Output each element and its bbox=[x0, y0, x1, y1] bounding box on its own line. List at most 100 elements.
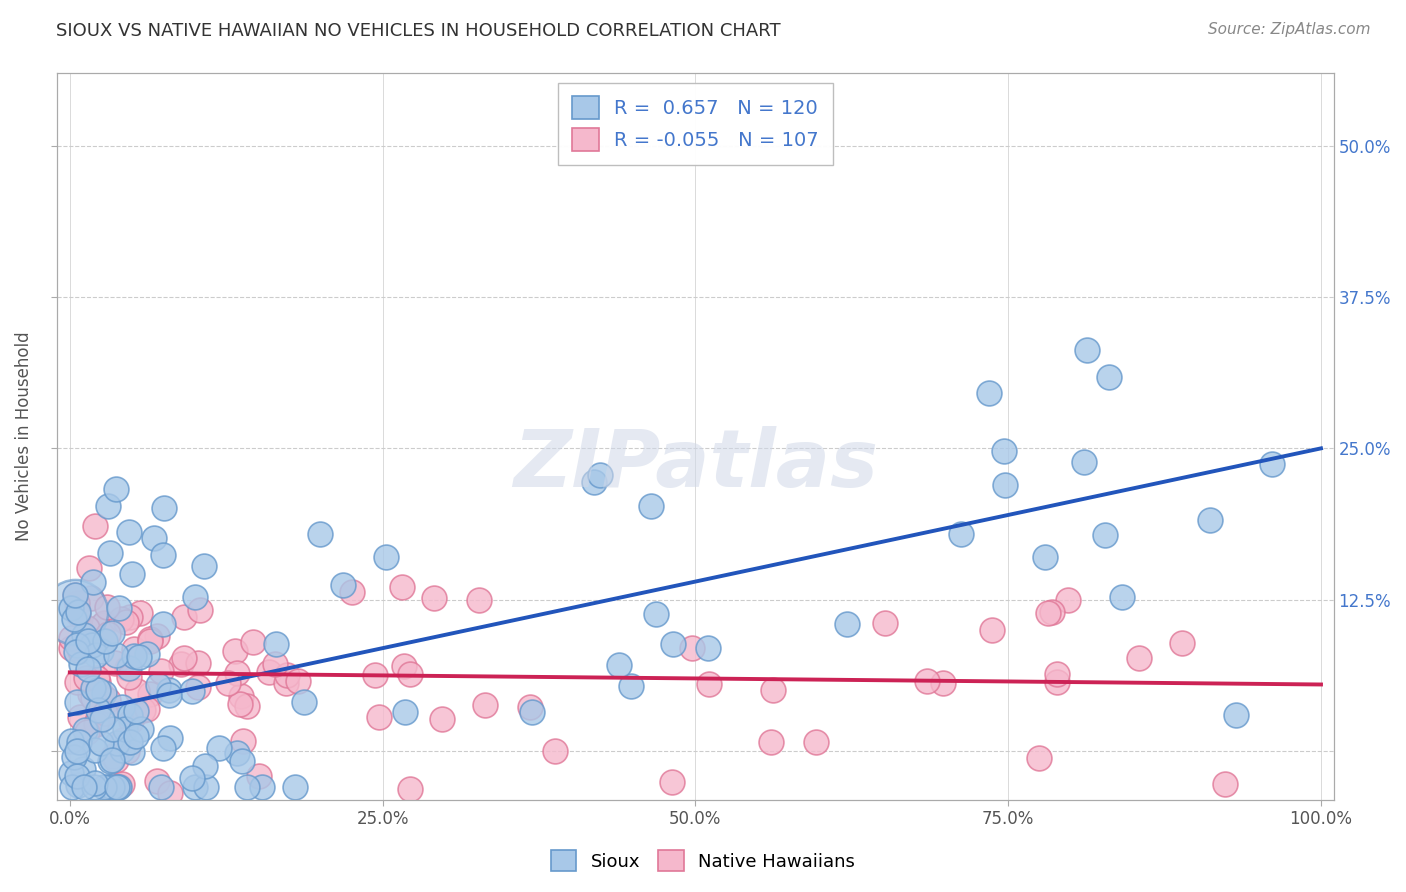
Point bbox=[1046, 666, 1069, 681]
Point bbox=[107, 779, 129, 793]
Point bbox=[110, 743, 132, 757]
Point bbox=[1040, 605, 1063, 619]
Point bbox=[111, 699, 134, 714]
Point bbox=[1033, 549, 1056, 564]
Point bbox=[93, 615, 115, 630]
Point bbox=[117, 660, 139, 674]
Point bbox=[609, 657, 631, 672]
Point bbox=[76, 634, 98, 648]
Point bbox=[993, 443, 1015, 458]
Point bbox=[65, 645, 87, 659]
Point bbox=[77, 662, 100, 676]
Point bbox=[1094, 528, 1116, 542]
Point bbox=[247, 769, 270, 783]
Point bbox=[86, 671, 108, 685]
Point bbox=[101, 780, 124, 795]
Point bbox=[110, 777, 132, 791]
Point bbox=[139, 632, 162, 646]
Point bbox=[217, 676, 239, 690]
Point bbox=[98, 546, 121, 560]
Point bbox=[84, 742, 107, 756]
Point bbox=[108, 780, 131, 795]
Point bbox=[287, 674, 309, 689]
Point bbox=[236, 698, 259, 713]
Point bbox=[146, 774, 169, 789]
Point bbox=[114, 722, 136, 736]
Point bbox=[232, 734, 254, 748]
Point bbox=[104, 753, 127, 767]
Point bbox=[180, 684, 202, 698]
Point bbox=[264, 637, 287, 651]
Point bbox=[101, 753, 124, 767]
Point bbox=[105, 780, 128, 795]
Point bbox=[980, 623, 1002, 637]
Point bbox=[79, 687, 101, 701]
Point bbox=[132, 703, 155, 717]
Point bbox=[67, 778, 90, 792]
Legend: R =  0.657   N = 120, R = -0.055   N = 107: R = 0.657 N = 120, R = -0.055 N = 107 bbox=[558, 83, 832, 164]
Point bbox=[994, 478, 1017, 492]
Point bbox=[111, 733, 134, 747]
Point bbox=[75, 672, 97, 686]
Point bbox=[69, 710, 91, 724]
Point bbox=[181, 771, 204, 785]
Point bbox=[63, 588, 86, 602]
Point bbox=[91, 617, 114, 632]
Point bbox=[87, 703, 110, 717]
Point bbox=[118, 670, 141, 684]
Point bbox=[173, 650, 195, 665]
Point bbox=[152, 741, 174, 756]
Point bbox=[97, 626, 120, 640]
Point bbox=[520, 705, 543, 719]
Point bbox=[105, 736, 128, 750]
Point bbox=[332, 578, 354, 592]
Point bbox=[187, 656, 209, 670]
Point bbox=[66, 605, 89, 619]
Point bbox=[224, 643, 246, 657]
Point bbox=[259, 665, 281, 679]
Point bbox=[104, 657, 127, 671]
Point bbox=[184, 780, 207, 795]
Point bbox=[146, 678, 169, 692]
Point bbox=[80, 591, 103, 605]
Point bbox=[620, 679, 643, 693]
Point bbox=[96, 600, 118, 615]
Point bbox=[90, 644, 112, 658]
Point bbox=[184, 590, 207, 604]
Point bbox=[98, 754, 121, 768]
Point bbox=[60, 631, 83, 645]
Text: Source: ZipAtlas.com: Source: ZipAtlas.com bbox=[1208, 22, 1371, 37]
Point bbox=[115, 661, 138, 675]
Point bbox=[84, 775, 107, 789]
Point bbox=[129, 722, 152, 736]
Point bbox=[875, 615, 897, 630]
Point bbox=[932, 676, 955, 690]
Point bbox=[121, 567, 143, 582]
Point bbox=[367, 710, 389, 724]
Point bbox=[274, 676, 297, 690]
Point bbox=[242, 635, 264, 649]
Point bbox=[170, 657, 193, 671]
Point bbox=[93, 780, 115, 795]
Point bbox=[127, 683, 149, 698]
Point bbox=[225, 747, 247, 761]
Text: ZIPatlas: ZIPatlas bbox=[513, 426, 877, 504]
Point bbox=[1098, 370, 1121, 384]
Point bbox=[103, 722, 125, 736]
Point bbox=[1057, 593, 1080, 607]
Point bbox=[1261, 457, 1284, 471]
Point bbox=[544, 744, 567, 758]
Point bbox=[84, 518, 107, 533]
Point bbox=[66, 769, 89, 783]
Point bbox=[1225, 708, 1247, 723]
Point bbox=[194, 759, 217, 773]
Point bbox=[121, 745, 143, 759]
Point bbox=[519, 700, 541, 714]
Point bbox=[152, 548, 174, 562]
Point bbox=[82, 690, 104, 705]
Point bbox=[432, 713, 454, 727]
Point bbox=[110, 611, 132, 625]
Point bbox=[125, 729, 148, 743]
Point bbox=[125, 704, 148, 718]
Point bbox=[231, 754, 253, 768]
